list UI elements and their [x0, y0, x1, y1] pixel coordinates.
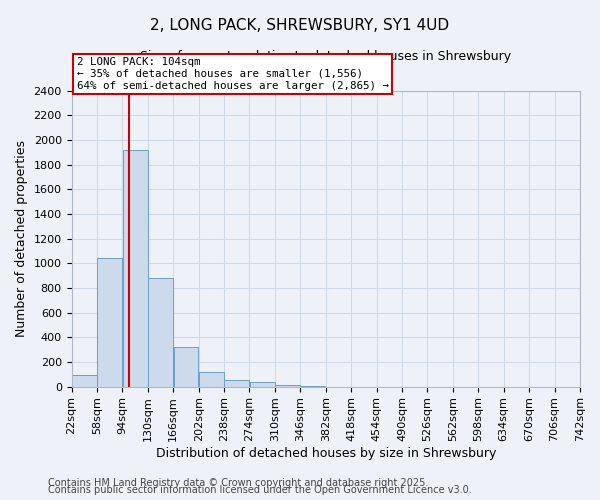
Text: 2, LONG PACK, SHREWSBURY, SY1 4UD: 2, LONG PACK, SHREWSBURY, SY1 4UD: [151, 18, 449, 32]
Bar: [122, 150, 148, 386]
Bar: [97, 258, 122, 386]
Bar: [72, 376, 97, 386]
Bar: [250, 382, 275, 386]
Bar: [173, 347, 199, 387]
Bar: [275, 384, 300, 386]
Text: 2 LONG PACK: 104sqm
← 35% of detached houses are smaller (1,556)
64% of semi-det: 2 LONG PACK: 104sqm ← 35% of detached ho…: [77, 58, 389, 90]
Title: Size of property relative to detached houses in Shrewsbury: Size of property relative to detached ho…: [140, 50, 511, 63]
Y-axis label: Number of detached properties: Number of detached properties: [15, 140, 28, 337]
Bar: [224, 380, 249, 386]
Bar: [148, 278, 173, 386]
Bar: [199, 372, 224, 386]
Text: Contains HM Land Registry data © Crown copyright and database right 2025.: Contains HM Land Registry data © Crown c…: [48, 478, 428, 488]
Text: Contains public sector information licensed under the Open Government Licence v3: Contains public sector information licen…: [48, 485, 472, 495]
X-axis label: Distribution of detached houses by size in Shrewsbury: Distribution of detached houses by size …: [155, 447, 496, 460]
